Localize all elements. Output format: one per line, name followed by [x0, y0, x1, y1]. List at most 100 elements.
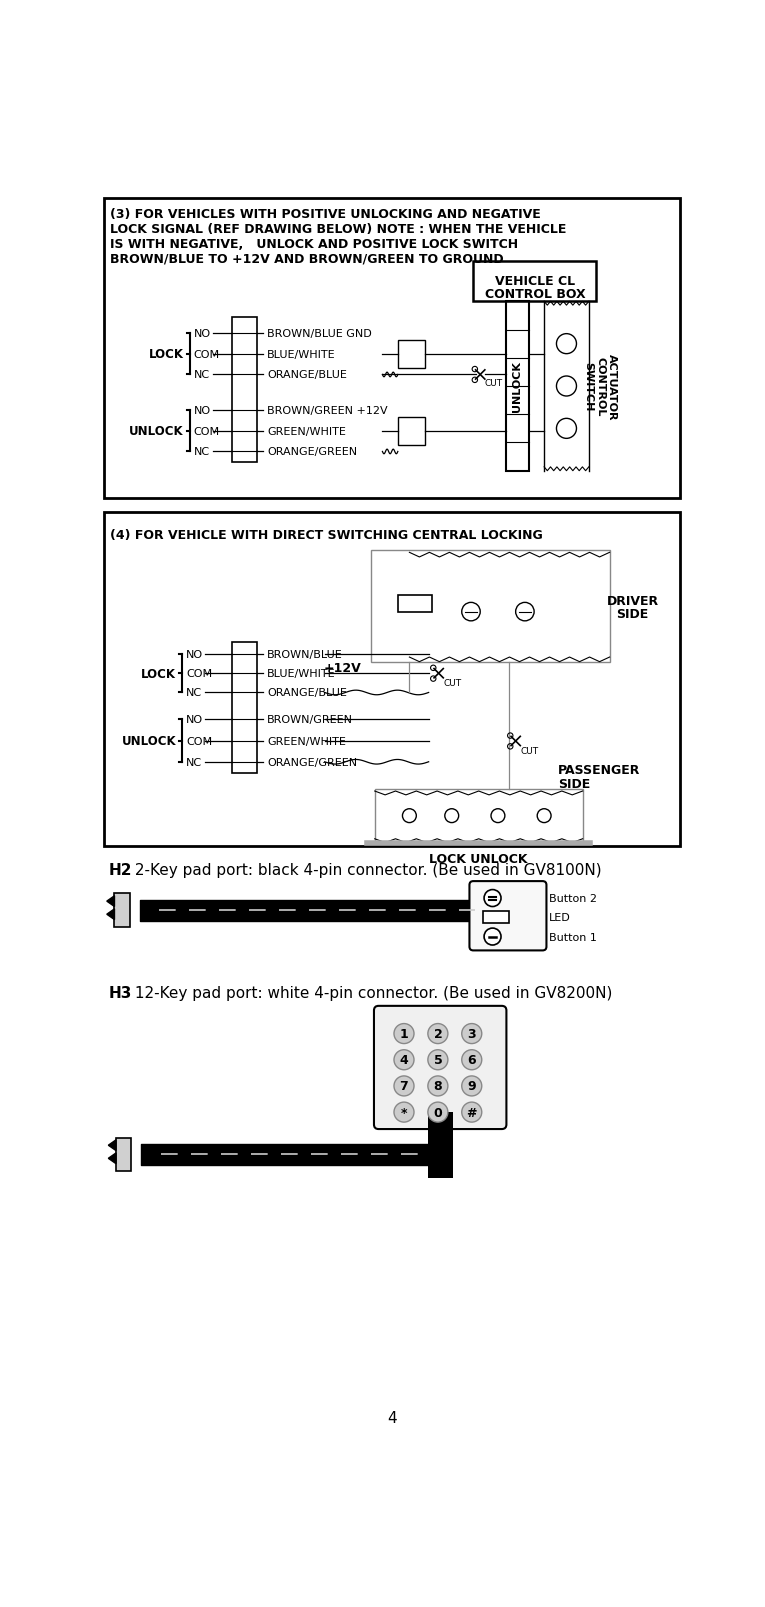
Text: BROWN/GREEN +12V: BROWN/GREEN +12V — [267, 405, 388, 416]
Text: 7: 7 — [399, 1080, 409, 1093]
Polygon shape — [107, 910, 115, 921]
Bar — [116, 1138, 132, 1172]
Text: LOCK: LOCK — [148, 349, 184, 362]
FancyBboxPatch shape — [374, 1006, 506, 1130]
Circle shape — [394, 1049, 414, 1070]
Text: NO: NO — [194, 329, 211, 339]
Bar — [474, 262, 597, 302]
Bar — [115, 893, 130, 927]
Text: COM: COM — [186, 736, 212, 747]
Bar — [483, 911, 509, 924]
Bar — [233, 643, 257, 775]
Text: BLUE/WHITE: BLUE/WHITE — [267, 349, 336, 360]
Text: CUT: CUT — [520, 746, 539, 755]
Circle shape — [484, 890, 501, 906]
Text: BROWN/BLUE: BROWN/BLUE — [267, 649, 343, 659]
Text: LOCK: LOCK — [141, 667, 176, 680]
Text: CUT: CUT — [484, 378, 502, 387]
Text: CONTROL BOX: CONTROL BOX — [484, 288, 585, 301]
Text: SIDE: SIDE — [617, 607, 649, 620]
Circle shape — [484, 929, 501, 945]
Text: NO: NO — [194, 405, 211, 416]
Circle shape — [428, 1049, 448, 1070]
Circle shape — [394, 1024, 414, 1045]
Text: 2-Key pad port: black 4-pin connector. (Be used in GV8100N): 2-Key pad port: black 4-pin connector. (… — [130, 863, 601, 877]
Text: ORANGE/GREEN: ORANGE/GREEN — [267, 447, 357, 456]
Text: NC: NC — [186, 688, 202, 697]
Text: GREEN/WHITE: GREEN/WHITE — [267, 426, 346, 437]
Text: 4: 4 — [387, 1411, 396, 1425]
Text: COM: COM — [194, 349, 220, 360]
Polygon shape — [107, 897, 115, 906]
Bar — [375, 789, 583, 844]
Polygon shape — [109, 1154, 116, 1163]
Circle shape — [394, 1077, 414, 1096]
Bar — [506, 302, 529, 471]
Text: UNLOCK: UNLOCK — [122, 734, 176, 747]
Text: UNLOCK: UNLOCK — [513, 362, 522, 411]
Bar — [104, 199, 680, 500]
Text: BROWN/BLUE TO +12V AND BROWN/GREEN TO GROUND: BROWN/BLUE TO +12V AND BROWN/GREEN TO GR… — [110, 252, 503, 265]
Text: UNLOCK: UNLOCK — [129, 424, 184, 437]
Text: NO: NO — [186, 715, 203, 725]
Text: NC: NC — [194, 447, 210, 456]
Text: 6: 6 — [467, 1054, 476, 1067]
Text: BROWN/GREEN: BROWN/GREEN — [267, 715, 353, 725]
Text: 12-Key pad port: white 4-pin connector. (Be used in GV8200N): 12-Key pad port: white 4-pin connector. … — [130, 985, 612, 1001]
Text: 8: 8 — [434, 1080, 442, 1093]
Text: Button 2: Button 2 — [549, 893, 597, 903]
Text: COM: COM — [194, 426, 220, 437]
Text: COM: COM — [186, 669, 212, 678]
Text: GREEN/WHITE: GREEN/WHITE — [267, 736, 346, 747]
Text: SIDE: SIDE — [558, 778, 591, 791]
Text: LED: LED — [549, 913, 571, 922]
Text: ACTUATOR
CONTROL
SWITCH: ACTUATOR CONTROL SWITCH — [584, 354, 617, 419]
Circle shape — [394, 1102, 414, 1122]
Text: +12V: +12V — [324, 662, 362, 675]
Text: (4) FOR VEHICLE WITH DIRECT SWITCHING CENTRAL LOCKING: (4) FOR VEHICLE WITH DIRECT SWITCHING CE… — [110, 529, 542, 542]
FancyBboxPatch shape — [470, 882, 546, 951]
Text: LOCK UNLOCK: LOCK UNLOCK — [429, 852, 528, 865]
Polygon shape — [109, 1139, 116, 1151]
Circle shape — [428, 1077, 448, 1096]
Text: ORANGE/BLUE: ORANGE/BLUE — [267, 688, 347, 697]
Circle shape — [428, 1024, 448, 1045]
Text: LOCK SIGNAL (REF DRAWING BELOW) NOTE : WHEN THE VEHICLE: LOCK SIGNAL (REF DRAWING BELOW) NOTE : W… — [110, 223, 566, 236]
Text: Button 1: Button 1 — [549, 932, 597, 942]
Text: DRIVER: DRIVER — [607, 595, 659, 607]
Text: ORANGE/GREEN: ORANGE/GREEN — [267, 757, 357, 767]
Text: BROWN/BLUE GND: BROWN/BLUE GND — [267, 329, 372, 339]
Bar — [371, 551, 610, 662]
Text: 5: 5 — [434, 1054, 442, 1067]
Text: 9: 9 — [467, 1080, 476, 1093]
Circle shape — [462, 1049, 482, 1070]
Text: IS WITH NEGATIVE,   UNLOCK AND POSITIVE LOCK SWITCH: IS WITH NEGATIVE, UNLOCK AND POSITIVE LO… — [110, 238, 518, 251]
Text: 3: 3 — [467, 1027, 476, 1040]
Text: 1: 1 — [399, 1027, 409, 1040]
Text: VEHICLE CL: VEHICLE CL — [495, 275, 575, 288]
Bar — [398, 341, 425, 368]
Text: NC: NC — [186, 757, 202, 767]
Text: 0: 0 — [434, 1106, 442, 1118]
Text: CUT: CUT — [443, 678, 461, 688]
Text: 4: 4 — [399, 1054, 409, 1067]
Text: H3: H3 — [109, 985, 132, 1001]
Circle shape — [462, 1102, 482, 1122]
Text: NC: NC — [194, 370, 210, 381]
Text: #: # — [467, 1106, 477, 1118]
Text: NO: NO — [186, 649, 203, 659]
Text: ORANGE/BLUE: ORANGE/BLUE — [267, 370, 347, 381]
Circle shape — [428, 1102, 448, 1122]
Text: 2: 2 — [434, 1027, 442, 1040]
Text: H2: H2 — [109, 863, 132, 877]
Text: BLUE/WHITE: BLUE/WHITE — [267, 669, 336, 678]
Text: (3) FOR VEHICLES WITH POSITIVE UNLOCKING AND NEGATIVE: (3) FOR VEHICLES WITH POSITIVE UNLOCKING… — [110, 209, 541, 222]
Bar — [398, 595, 432, 612]
Bar — [233, 318, 257, 463]
Circle shape — [462, 1024, 482, 1045]
Bar — [398, 418, 425, 445]
Circle shape — [462, 1077, 482, 1096]
Text: PASSENGER: PASSENGER — [558, 763, 640, 776]
Bar — [104, 513, 680, 847]
Text: *: * — [401, 1106, 407, 1118]
